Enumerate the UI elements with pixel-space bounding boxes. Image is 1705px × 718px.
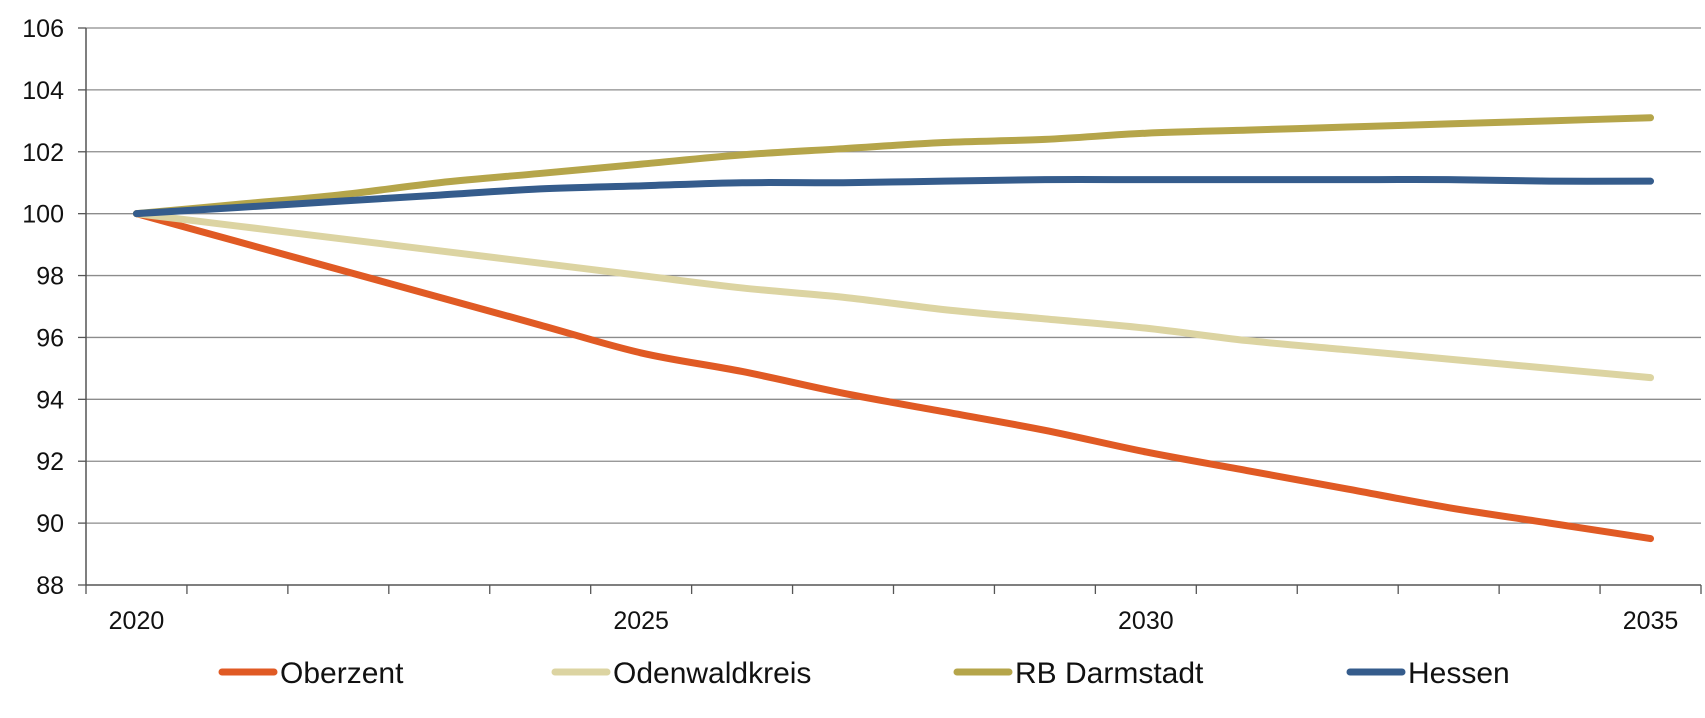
legend-item-oberzent: Oberzent <box>218 657 404 690</box>
legend-label: Odenwaldkreis <box>613 657 811 690</box>
legend-item-odenwaldkreis: Odenwaldkreis <box>551 657 811 690</box>
series-line-rb-darmstadt <box>132 114 1655 218</box>
series-line-oberzent <box>132 210 1655 543</box>
y-tick-label: 90 <box>36 510 64 538</box>
y-tick-label: 88 <box>36 572 64 600</box>
series-line-hessen <box>132 176 1655 218</box>
y-tick-label: 96 <box>36 324 64 352</box>
x-tick-label: 2025 <box>613 607 669 635</box>
legend-label: RB Darmstadt <box>1015 657 1204 690</box>
legend-item-rb-darmstadt: RB Darmstadt <box>953 657 1204 690</box>
grid-lines <box>86 27 1701 524</box>
y-tick-label: 92 <box>36 448 64 476</box>
y-tick-label: 102 <box>22 139 64 167</box>
axes <box>78 27 1702 594</box>
y-tick-label: 104 <box>22 77 64 105</box>
y-axis-tick-labels: 88 90 92 94 96 98 100 102 104 106 <box>22 15 64 600</box>
y-tick-label: 98 <box>36 263 64 291</box>
y-tick-label: 94 <box>36 386 64 414</box>
legend: Oberzent Odenwaldkreis RB Darmstadt Hessen <box>218 657 1510 690</box>
y-tick-label: 106 <box>22 15 64 43</box>
legend-label: Hessen <box>1408 657 1510 690</box>
series-line-odenwaldkreis <box>132 210 1655 382</box>
legend-item-hessen: Hessen <box>1346 657 1510 690</box>
x-tick-label: 2030 <box>1118 607 1174 635</box>
x-tick-label: 2020 <box>109 607 165 635</box>
x-axis-tick-labels: 2020 2025 2030 2035 <box>109 607 1679 635</box>
series-lines <box>132 114 1655 543</box>
x-tick-label: 2035 <box>1623 607 1679 635</box>
y-tick-label: 100 <box>22 201 64 229</box>
legend-label: Oberzent <box>280 657 404 690</box>
